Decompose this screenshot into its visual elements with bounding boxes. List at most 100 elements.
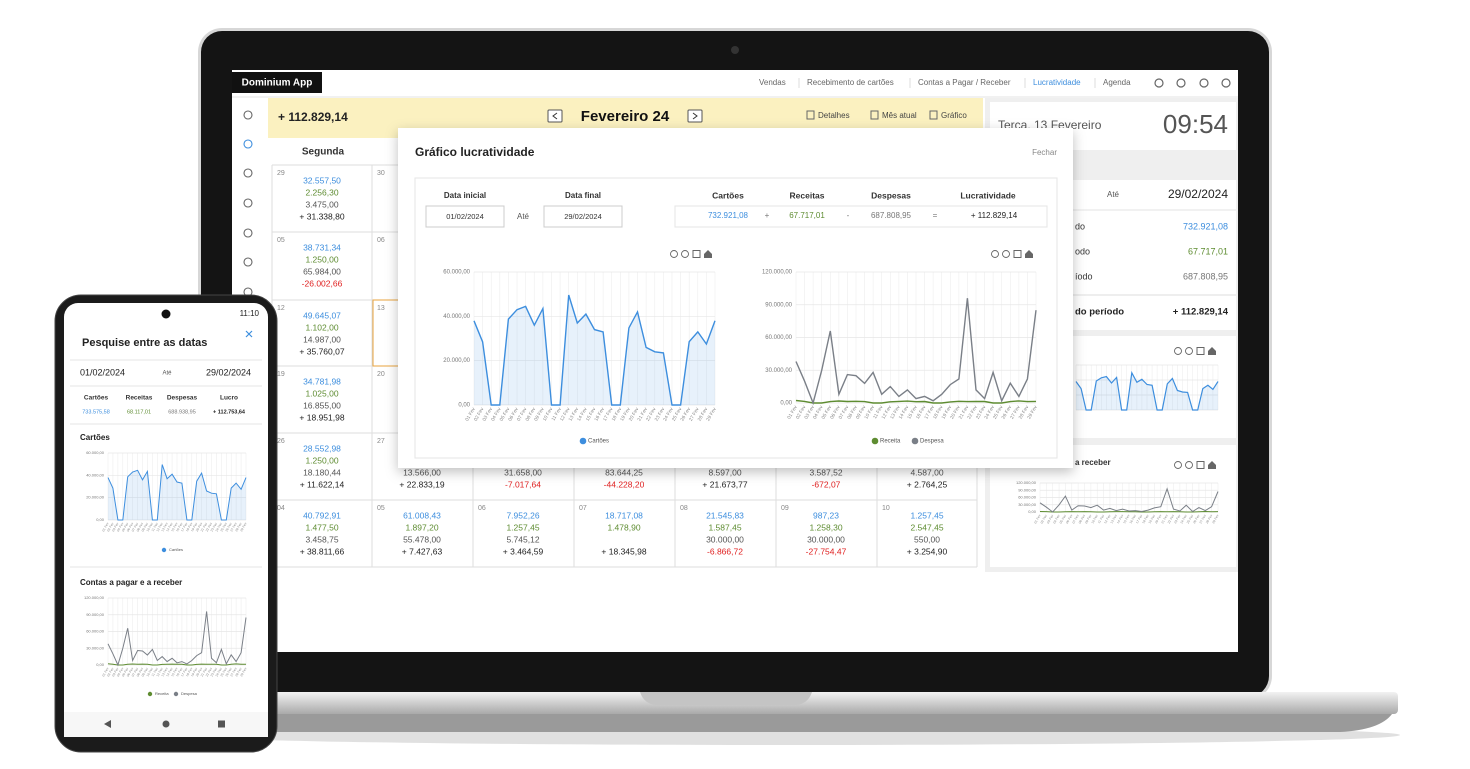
side-icon[interactable] — [243, 257, 253, 267]
cell-value: 40.792,91 — [303, 510, 341, 520]
x-tick-label: 07 Fev — [131, 667, 140, 678]
summary-label: Despesas — [167, 395, 198, 402]
home-button[interactable] — [1208, 461, 1216, 469]
side-icon[interactable] — [243, 228, 253, 238]
zoom-button[interactable] — [991, 250, 999, 258]
summary-label: Cartões — [712, 190, 744, 200]
side-icon[interactable] — [243, 168, 253, 178]
cell-value: 987,23 — [813, 510, 839, 520]
x-tick-label: 28 Fev — [1205, 514, 1214, 525]
date-value[interactable]: 01/02/2024 — [80, 367, 125, 377]
day-number: 20 — [377, 371, 385, 378]
cell-value: 65.984,00 — [303, 266, 341, 276]
summary-value: + 112.753,64 — [213, 409, 246, 415]
top-icon[interactable] — [1176, 78, 1186, 88]
side-icon[interactable] — [243, 110, 253, 120]
x-tick-label: 22 Fev — [1167, 514, 1176, 525]
x-tick-label: 29 Fev — [239, 667, 248, 678]
close-button[interactable]: Fechar — [1032, 148, 1057, 157]
month-arrow — [687, 109, 703, 123]
close-icon[interactable] — [245, 330, 253, 338]
x-tick-label: 14 Fev — [165, 522, 174, 533]
side-icon[interactable] — [243, 139, 253, 149]
top-icon[interactable] — [1154, 78, 1164, 88]
x-tick-label: 17 Fev — [180, 522, 189, 533]
x-tick-label: 05 Fev — [121, 522, 130, 533]
day-number: 06 — [377, 237, 385, 244]
x-tick-label: 24 Fev — [215, 522, 224, 533]
nav-item[interactable]: Recebimento de cartões — [807, 78, 894, 87]
cell-value: + 3.464,59 — [503, 546, 544, 556]
y-tick-label: 0,00 — [96, 662, 105, 667]
brand: Dominium App — [242, 78, 313, 89]
day-number: 10 — [882, 505, 890, 512]
date-value[interactable]: 29/02/2024 — [564, 212, 602, 221]
x-tick-label: 06 Fev — [1065, 514, 1074, 525]
nav-back[interactable] — [104, 720, 111, 728]
nav-home[interactable] — [162, 720, 170, 728]
zoom-button[interactable] — [681, 250, 689, 258]
top-icon[interactable] — [1199, 78, 1209, 88]
zoom-button[interactable] — [1174, 347, 1182, 355]
x-tick-label: 12 Fev — [155, 522, 164, 533]
phone-title: Pesquise entre as datas — [82, 337, 207, 349]
home-button[interactable] — [1208, 347, 1216, 355]
legend-label[interactable]: Despesa — [181, 691, 198, 696]
home-button[interactable] — [1025, 250, 1033, 258]
date-value[interactable]: 01/02/2024 — [446, 212, 484, 221]
nav-item[interactable]: Vendas — [759, 78, 786, 87]
legend-label[interactable]: Despesa — [920, 439, 944, 445]
y-tick-label: 60.000,00 — [86, 450, 105, 455]
x-tick-label: 23 Fev — [1173, 514, 1182, 525]
cell-value: 5.745,12 — [506, 534, 539, 544]
home-button[interactable] — [704, 250, 712, 258]
header-action[interactable]: Mês atual — [882, 111, 917, 120]
zoom-button[interactable] — [1185, 347, 1193, 355]
nav-item[interactable]: Contas a Pagar / Receber — [918, 78, 1011, 87]
top-icon[interactable] — [1221, 78, 1231, 88]
legend-label[interactable]: Receita — [155, 691, 169, 696]
cell-value: + 18.345,98 — [601, 546, 646, 556]
legend-swatch[interactable] — [579, 437, 587, 445]
y-tick-label: 0,00 — [458, 403, 470, 409]
x-tick-label: 11 Fev — [151, 522, 159, 533]
nav-item[interactable]: Agenda — [1103, 78, 1131, 87]
legend-label[interactable]: Cartões — [588, 439, 609, 445]
legend-swatch[interactable] — [161, 547, 167, 553]
x-tick-label: 20 Fev — [195, 667, 204, 678]
date-value[interactable]: 29/02/2024 — [206, 367, 251, 377]
arrow-icon[interactable] — [692, 112, 698, 120]
cell-value: 4.587,00 — [910, 467, 943, 477]
cell-value: 14.987,00 — [303, 334, 341, 344]
nav-item[interactable]: Lucratividade — [1033, 78, 1081, 87]
zoom-button[interactable] — [1185, 461, 1193, 469]
legend-swatch[interactable] — [173, 691, 179, 697]
x-tick-label: 25 Fev — [1186, 514, 1195, 525]
legend-swatch[interactable] — [147, 691, 153, 697]
legend-label[interactable]: Receita — [880, 439, 901, 445]
zoom-button[interactable] — [670, 250, 678, 258]
x-tick-label: 24 Fev — [215, 667, 224, 678]
summary-label: Receitas — [126, 395, 153, 402]
modal: Gráfico lucratividade Fechar Data inicial D… — [398, 128, 1073, 468]
x-tick-label: 06 Fev — [126, 522, 135, 533]
x-tick-label: 19 Fev — [190, 667, 199, 678]
arrow-icon[interactable] — [552, 112, 558, 120]
x-tick-label: 09 Fev — [141, 667, 150, 678]
zoom-button[interactable] — [1174, 461, 1182, 469]
cell-value: 1.025,00 — [305, 388, 338, 398]
chart-title: Cartões — [80, 433, 110, 442]
header-action[interactable]: Detalhes — [818, 111, 850, 120]
x-tick-label: 29 Fev — [239, 522, 248, 533]
date-input — [425, 205, 505, 228]
y-tick-label: 60.000,00 — [765, 335, 792, 341]
legend-label[interactable]: Cartões — [169, 547, 183, 552]
side-icon[interactable] — [243, 198, 253, 208]
legend-swatch[interactable] — [911, 437, 919, 445]
zoom-button[interactable] — [1002, 250, 1010, 258]
legend-swatch[interactable] — [871, 437, 879, 445]
until: Até — [162, 371, 172, 377]
period-label: íodo — [1075, 271, 1093, 281]
header-action[interactable]: Gráfico — [941, 111, 967, 120]
x-tick-label: 12 Fev — [1103, 514, 1112, 525]
